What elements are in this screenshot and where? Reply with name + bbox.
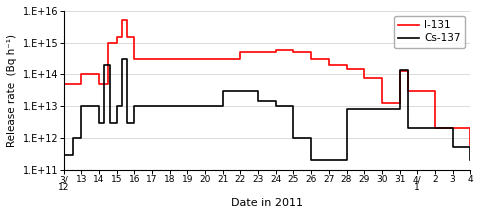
I-131 — [344, 68, 349, 70]
I-131 — [406, 69, 411, 72]
I-131 — [414, 90, 420, 92]
Cs-137 — [396, 69, 402, 71]
I-131 — [105, 41, 111, 44]
I-131 — [450, 127, 456, 130]
I-131 — [238, 58, 243, 61]
I-131 — [238, 51, 243, 54]
I-131 — [105, 83, 111, 85]
I-131 — [290, 48, 296, 51]
I-131 — [124, 19, 130, 22]
I-131 — [202, 58, 208, 61]
I-131 — [96, 73, 102, 76]
I-131 — [308, 51, 314, 54]
I-131 — [396, 101, 402, 104]
I-131 — [361, 76, 367, 79]
Cs-137 — [344, 108, 349, 111]
Cs-137 — [308, 159, 314, 161]
Legend: I-131, Cs-137: I-131, Cs-137 — [394, 16, 465, 48]
I-131 — [124, 36, 130, 38]
I-131 — [468, 127, 473, 130]
I-131 — [308, 58, 314, 61]
I-131 — [414, 90, 420, 92]
I-131 — [361, 68, 367, 70]
Cs-137 — [124, 58, 130, 61]
I-131 — [119, 19, 125, 22]
Cs-137 — [468, 159, 473, 161]
I-131 — [78, 83, 84, 85]
Y-axis label: Release rate  (Bq h⁻¹): Release rate (Bq h⁻¹) — [7, 34, 17, 147]
I-131 — [255, 51, 261, 54]
I-131 — [396, 69, 402, 72]
I-131 — [61, 83, 67, 85]
I-131 — [432, 127, 438, 130]
I-131 — [96, 83, 102, 85]
I-131 — [132, 36, 137, 38]
I-131 — [290, 51, 296, 54]
Cs-137 — [344, 159, 349, 161]
I-131 — [406, 90, 411, 92]
Line: Cs-137: Cs-137 — [64, 59, 470, 160]
I-131 — [344, 64, 349, 66]
I-131 — [379, 76, 385, 79]
I-131 — [255, 51, 261, 54]
Line: I-131: I-131 — [64, 20, 470, 145]
I-131 — [432, 90, 438, 92]
I-131 — [450, 127, 456, 130]
X-axis label: Date in 2011: Date in 2011 — [231, 198, 303, 208]
I-131 — [326, 58, 332, 61]
I-131 — [379, 101, 385, 104]
I-131 — [326, 64, 332, 66]
Cs-137 — [326, 159, 332, 161]
I-131 — [78, 73, 84, 76]
Cs-137 — [308, 137, 314, 139]
I-131 — [202, 58, 208, 61]
I-131 — [119, 36, 125, 38]
I-131 — [132, 58, 137, 61]
I-131 — [114, 36, 120, 38]
Cs-137 — [119, 58, 125, 61]
Cs-137 — [61, 153, 67, 156]
I-131 — [273, 48, 279, 51]
I-131 — [114, 41, 120, 44]
I-131 — [468, 144, 473, 146]
I-131 — [273, 51, 279, 54]
